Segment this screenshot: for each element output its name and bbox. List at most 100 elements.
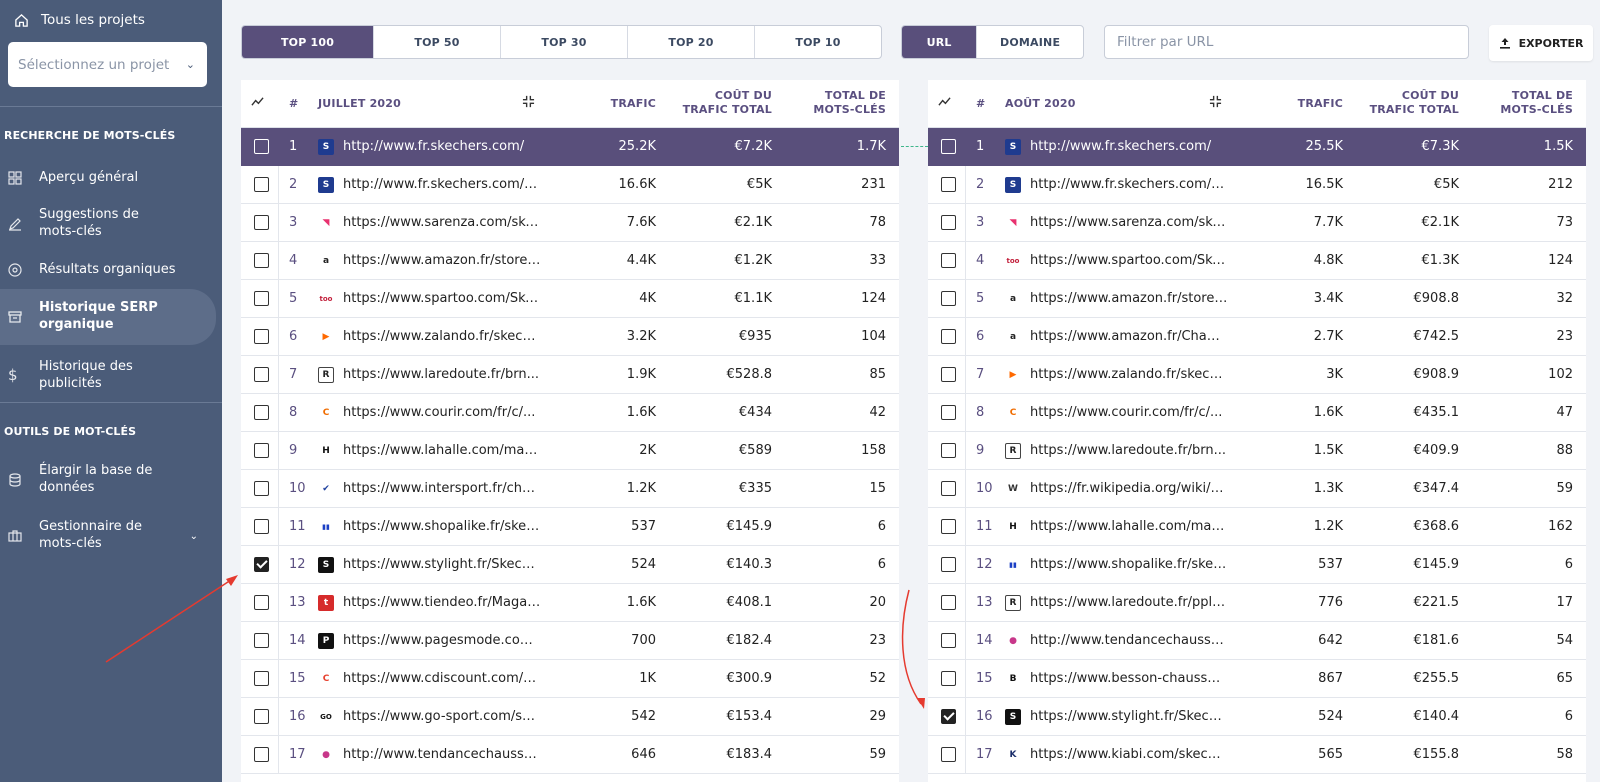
url-link[interactable]: https://www.lahalle.com/marq... (1030, 519, 1228, 534)
tab-top-20[interactable]: TOP 20 (628, 26, 755, 58)
trend-icon[interactable] (938, 95, 951, 112)
url-link[interactable]: https://www.stylight.fr/Skech... (1030, 709, 1228, 724)
url-link[interactable]: https://www.courir.com/fr/c/... (1030, 405, 1223, 420)
table-row[interactable]: 3 ◥ https://www.sarenza.com/ske... 7.7K €2.1… (928, 204, 1586, 242)
row-checkbox[interactable] (941, 595, 956, 610)
url-link[interactable]: https://www.spartoo.com/Ske... (343, 291, 541, 306)
tab-top-100[interactable]: TOP 100 (242, 26, 374, 58)
table-row[interactable]: 7 ▶ https://www.zalando.fr/skech... 3K €908.… (928, 356, 1586, 394)
tab-domain[interactable]: DOMAINE (1000, 35, 1061, 49)
url-link[interactable]: https://www.amazon.fr/stores... (343, 253, 541, 268)
cost-header[interactable]: COÛT DU TRAFIC TOTAL (1369, 89, 1459, 116)
export-button[interactable]: EXPORTER (1489, 25, 1593, 61)
table-row[interactable]: 10 ✔ https://www.intersport.fr/cha... 1.2K €… (241, 470, 899, 508)
url-link[interactable]: http://www.tendancechaussur... (343, 747, 541, 762)
url-link[interactable]: https://www.shopalike.fr/skec... (343, 519, 541, 534)
url-link[interactable]: https://www.laredoute.fr/brn... (343, 367, 540, 382)
sidebar-item-expand-database[interactable]: Élargir la base de données (0, 460, 216, 500)
table-row[interactable]: 5 too https://www.spartoo.com/Ske... 4K €1.1… (241, 280, 899, 318)
url-link[interactable]: http://www.fr.skechers.com/fr... (1030, 177, 1228, 192)
url-link[interactable]: https://www.amazon.fr/stores... (1030, 291, 1228, 306)
table-row[interactable]: 6 ▶ https://www.zalando.fr/skech... 3.2K €93… (241, 318, 899, 356)
row-checkbox[interactable] (941, 177, 956, 192)
table-row[interactable]: 6 a https://www.amazon.fr/Chaus... 2.7K €742… (928, 318, 1586, 356)
url-link[interactable]: https://www.stylight.fr/Skech... (343, 557, 541, 572)
url-link[interactable]: http://www.fr.skechers.com/ (1030, 139, 1212, 154)
collapse-icon[interactable] (522, 95, 535, 112)
tab-top-50[interactable]: TOP 50 (374, 26, 501, 58)
trend-icon[interactable] (251, 95, 264, 112)
sidebar-item-keyword-manager[interactable]: Gestionnaire de mots-clés ⌄ (0, 516, 216, 556)
row-checkbox[interactable] (254, 633, 269, 648)
sidebar-item-organic-serp-history[interactable]: Historique SERP organique (0, 289, 216, 345)
traffic-header[interactable]: TRAFIC (610, 97, 656, 110)
url-link[interactable]: http://www.tendancechaussur... (1030, 633, 1228, 648)
table-row[interactable]: 11 ▮▮ https://www.shopalike.fr/skec... 537 €… (241, 508, 899, 546)
row-checkbox[interactable] (941, 291, 956, 306)
row-checkbox[interactable] (941, 215, 956, 230)
row-checkbox[interactable] (941, 481, 956, 496)
row-checkbox[interactable] (941, 367, 956, 382)
sidebar-item-organic-results[interactable]: Résultats organiques (0, 258, 216, 282)
url-link[interactable]: https://www.sarenza.com/ske... (343, 215, 541, 230)
url-link[interactable]: http://www.fr.skechers.com/fr... (343, 177, 541, 192)
url-link[interactable]: https://www.sarenza.com/ske... (1030, 215, 1228, 230)
all-projects-link[interactable]: Tous les projets (14, 12, 145, 28)
row-checkbox[interactable] (941, 557, 956, 572)
url-link[interactable]: https://www.cdiscount.com/c... (343, 671, 541, 686)
tab-top-30[interactable]: TOP 30 (501, 26, 628, 58)
url-link[interactable]: https://www.go-sport.com/sp... (343, 709, 541, 724)
keywords-header[interactable]: TOTAL DE MOTS-CLÉS (1500, 89, 1573, 116)
url-link[interactable]: https://www.zalando.fr/skech... (343, 329, 541, 344)
row-checkbox[interactable] (254, 709, 269, 724)
row-checkbox[interactable] (254, 215, 269, 230)
url-link[interactable]: https://www.laredoute.fr/pplp... (1030, 595, 1228, 610)
table-row[interactable]: 12 ▮▮ https://www.shopalike.fr/skec... 537 €… (928, 546, 1586, 584)
cost-header[interactable]: COÛT DU TRAFIC TOTAL (682, 89, 772, 116)
row-checkbox[interactable] (254, 747, 269, 762)
url-link[interactable]: https://www.pagesmode.com/... (343, 633, 541, 648)
table-row[interactable]: 13 t https://www.tiendeo.fr/Magas... 1.6K €4… (241, 584, 899, 622)
table-row[interactable]: 3 ◥ https://www.sarenza.com/ske... 7.6K €2.1… (241, 204, 899, 242)
row-checkbox[interactable] (254, 367, 269, 382)
table-row[interactable]: 4 a https://www.amazon.fr/stores... 4.4K €1.… (241, 242, 899, 280)
row-checkbox[interactable] (254, 557, 269, 572)
chevron-down-icon[interactable]: ⌄ (189, 530, 198, 542)
row-checkbox[interactable] (254, 177, 269, 192)
row-checkbox[interactable] (254, 253, 269, 268)
sidebar-item-overview[interactable]: Aperçu général (0, 166, 216, 190)
url-filter-input[interactable] (1104, 25, 1469, 59)
row-checkbox[interactable] (254, 139, 269, 154)
url-link[interactable]: https://www.laredoute.fr/brn... (1030, 443, 1227, 458)
row-checkbox[interactable] (941, 519, 956, 534)
tab-url[interactable]: URL (902, 26, 978, 58)
url-link[interactable]: https://www.intersport.fr/cha... (343, 481, 541, 496)
row-checkbox[interactable] (254, 443, 269, 458)
url-link[interactable]: https://www.besson-chaussur... (1030, 671, 1228, 686)
sidebar-item-keyword-suggestions[interactable]: Suggestions de mots-clés (0, 204, 216, 244)
table-row[interactable]: 17 ● http://www.tendancechaussur... 646 €183… (241, 736, 899, 774)
row-checkbox[interactable] (254, 329, 269, 344)
collapse-icon[interactable] (1209, 95, 1222, 112)
row-checkbox[interactable] (941, 253, 956, 268)
row-checkbox[interactable] (254, 481, 269, 496)
tab-top-10[interactable]: TOP 10 (795, 35, 841, 49)
url-link[interactable]: https://www.amazon.fr/Chaus... (1030, 329, 1228, 344)
row-checkbox[interactable] (941, 747, 956, 762)
row-checkbox[interactable] (941, 443, 956, 458)
table-row[interactable]: 4 too https://www.spartoo.com/Ske... 4.8K €1… (928, 242, 1586, 280)
